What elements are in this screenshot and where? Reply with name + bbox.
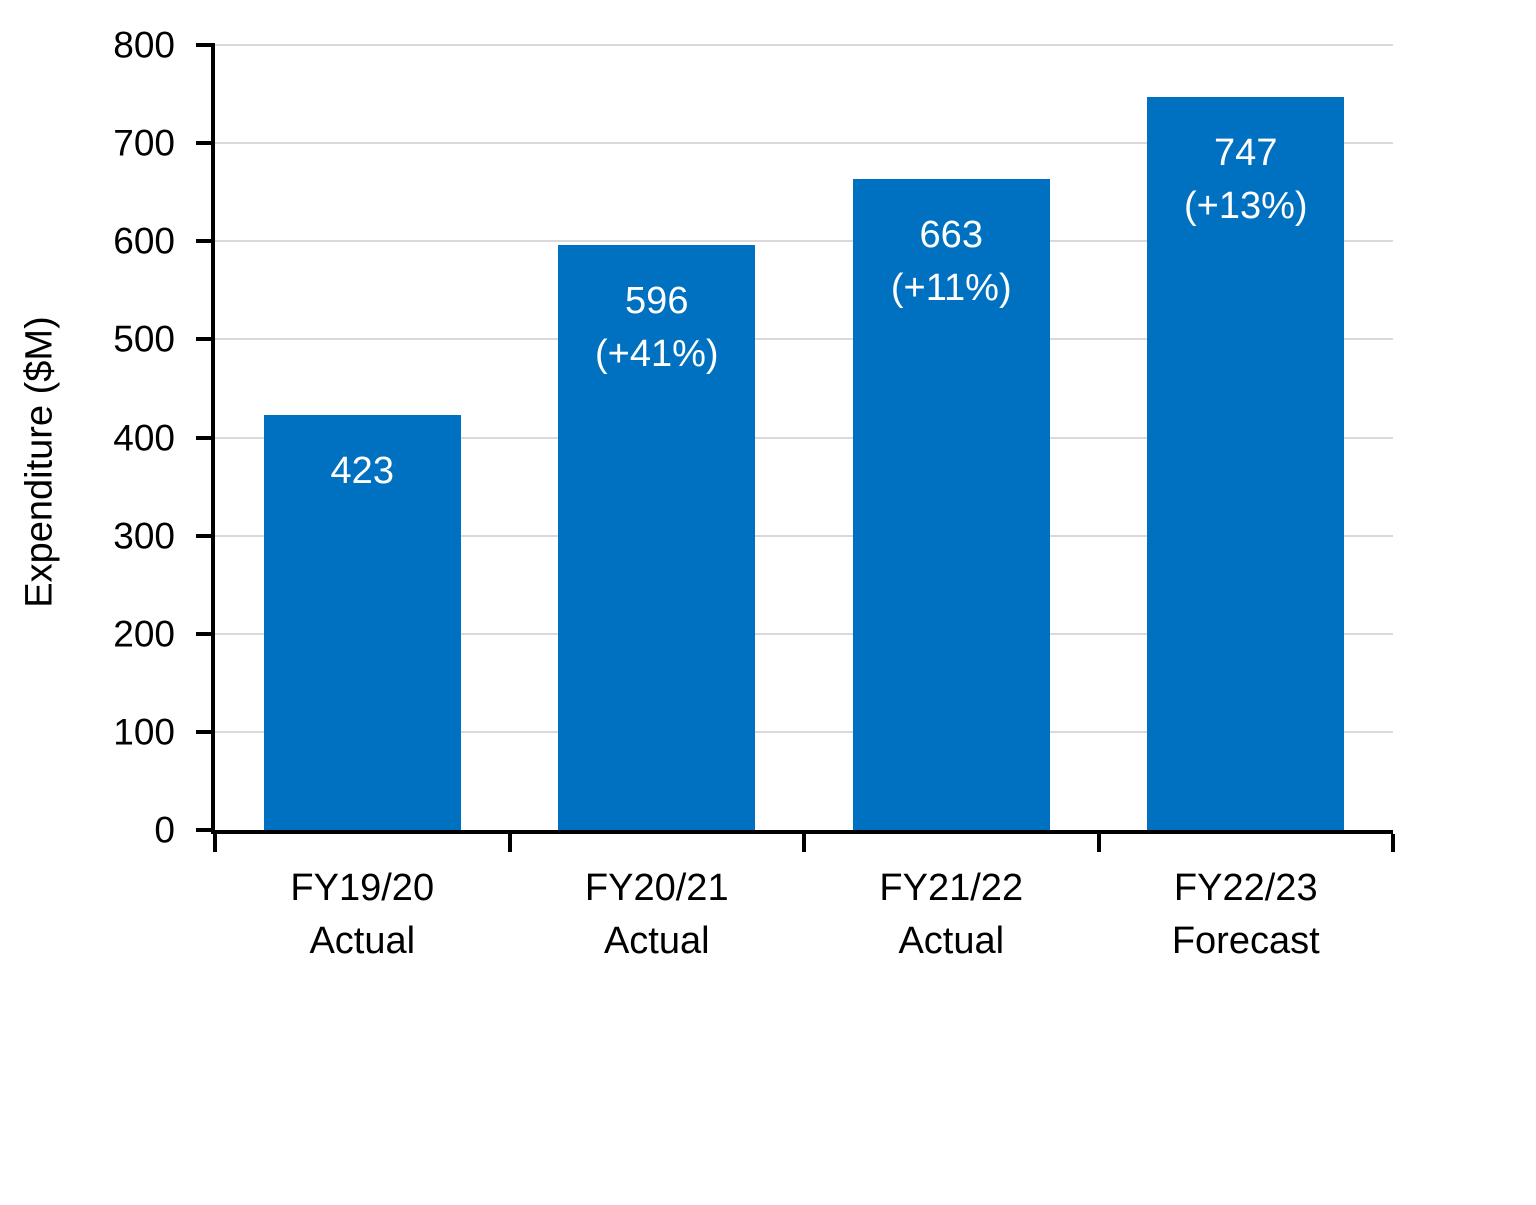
bar-data-label-line: (+11%) [890, 267, 1012, 310]
y-axis-tick-label-300: 300 [113, 515, 175, 557]
y-axis-tick-mark-800 [196, 43, 215, 47]
x-axis-label-line2: Actual [603, 920, 710, 962]
bar-data-label-line: 747 [1214, 132, 1278, 175]
gridline-700 [215, 142, 1393, 145]
x-axis-category-labels: FY19/20 Actual FY20/21 Actual FY21/22 Actual F… [215, 862, 1393, 982]
gridline-100 [215, 730, 1393, 733]
y-axis-tick-mark-400 [196, 435, 215, 440]
bar-fy21-22-actual: 663 (+11%) [852, 179, 1050, 830]
bar-data-label-line: (+13%) [1183, 185, 1308, 228]
x-axis-label-line1: FY20/21 [584, 867, 729, 909]
x-axis-label-line2: Forecast [1171, 920, 1320, 962]
y-axis-tick-mark-700 [196, 141, 215, 146]
y-axis-tick-mark-200 [196, 631, 215, 636]
y-axis-tick-label-500: 500 [113, 318, 175, 360]
y-axis-tick-labels: 800 700 600 500 400 300 200 100 0 [0, 27, 197, 849]
y-axis-tick-mark-0 [196, 828, 215, 832]
gridline-200 [215, 632, 1393, 635]
y-axis-tick-label-700: 700 [113, 122, 175, 164]
gridline-500 [215, 338, 1393, 341]
y-axis-tick-label-600: 600 [113, 220, 175, 262]
gridline-400 [215, 436, 1393, 439]
bar-data-label-fy19-20-actual: 423 [264, 415, 461, 498]
gridline-800 [215, 44, 1393, 46]
bar-fy20-21-actual: 596 (+41%) [558, 245, 756, 830]
y-axis-tick-label-400: 400 [113, 417, 175, 458]
y-axis-tick-mark-600 [196, 239, 215, 244]
plot-area: 423 596 (+41%) 663 (+11%) 747 (+13%) [196, 43, 1395, 852]
x-axis-label-fy22-23-forecast: FY22/23 Forecast [1099, 862, 1394, 968]
x-axis-label-fy19-20-actual: FY19/20 Actual [215, 862, 510, 968]
x-axis-label-fy20-21-actual: FY20/21 Actual [510, 862, 805, 968]
bar-data-label-line: 596 [625, 280, 689, 323]
x-axis-tick-mark-2 [802, 834, 806, 852]
x-axis-label-line1: FY19/20 [290, 867, 435, 909]
bar-data-label-line: 423 [330, 449, 394, 492]
y-axis-tick-label-0: 0 [154, 809, 175, 851]
gridline-600 [215, 240, 1393, 243]
y-axis-tick-mark-300 [196, 533, 215, 538]
x-axis-line [211, 830, 1393, 834]
x-axis-label-line2: Actual [309, 920, 416, 962]
x-axis-label-line2: Actual [898, 920, 1005, 962]
x-axis-tick-mark-3 [1096, 834, 1101, 852]
bar-data-label-fy21-22-actual: 663 (+11%) [853, 179, 1050, 315]
y-axis-tick-label-800: 800 [113, 24, 175, 66]
bar-data-label-line: 663 [919, 214, 983, 257]
bar-fy22-23-forecast: 747 (+13%) [1147, 97, 1345, 830]
x-axis-label-line1: FY21/22 [879, 867, 1024, 909]
y-axis-tick-mark-100 [196, 729, 215, 734]
x-axis-tick-mark-1 [507, 834, 512, 852]
x-axis-tick-mark-0 [213, 834, 217, 852]
gridline-300 [215, 534, 1393, 537]
bar-fy19-20-actual: 423 [263, 414, 461, 830]
bar-data-label-fy20-21-actual: 596 (+41%) [558, 245, 755, 381]
bar-data-label-fy22-23-forecast: 747 (+13%) [1147, 97, 1344, 233]
x-axis-label-line1: FY22/23 [1173, 867, 1318, 909]
y-axis-tick-label-200: 200 [113, 613, 175, 655]
bar-data-label-line: (+41%) [594, 333, 719, 376]
x-axis-tick-mark-4 [1391, 834, 1395, 852]
x-axis-label-fy21-22-actual: FY21/22 Actual [804, 862, 1099, 968]
y-axis-tick-mark-500 [196, 337, 215, 342]
y-axis-tick-label-100: 100 [113, 711, 175, 753]
y-axis-line [211, 45, 215, 834]
